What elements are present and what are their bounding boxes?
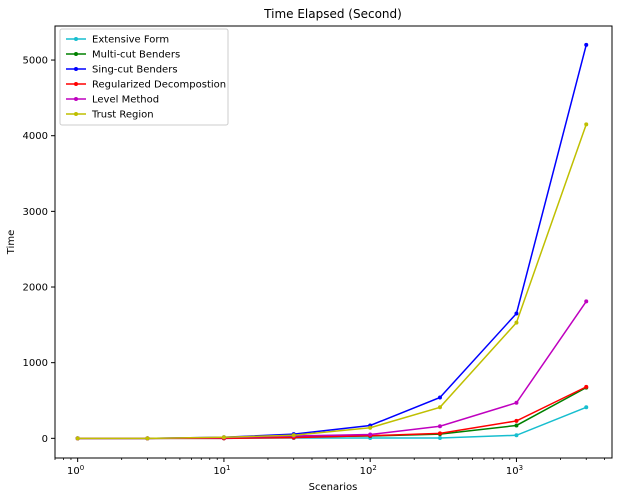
y-tick-label: 0 [42, 434, 48, 445]
data-point [584, 405, 589, 410]
legend-item: Trust Region [66, 110, 154, 121]
chart-title: Time Elapsed (Second) [263, 7, 402, 21]
data-point [514, 423, 519, 428]
y-tick-label: 5000 [23, 56, 48, 67]
legend-label: Regularized Decompostion [92, 80, 226, 91]
legend-label: Trust Region [91, 110, 154, 121]
legend-marker [74, 37, 78, 41]
series-line [77, 124, 587, 440]
data-point [291, 433, 296, 438]
data-point [584, 384, 589, 389]
plot-frame [54, 25, 613, 459]
data-point [437, 395, 442, 400]
legend-box [59, 28, 229, 126]
legend-label: Sing-cut Benders [92, 65, 178, 76]
series-line [77, 300, 587, 440]
x-tick-label: 101 [213, 464, 230, 477]
legend-label: Level Method [92, 95, 159, 106]
data-point [437, 435, 442, 440]
legend-label: Extensive Form [92, 35, 169, 46]
legend-marker [74, 52, 78, 56]
data-point [75, 436, 80, 441]
series-trust-region [75, 122, 589, 441]
data-point [221, 435, 226, 440]
data-point [514, 418, 519, 423]
data-point [437, 405, 442, 410]
data-point [584, 42, 589, 47]
legend-marker [74, 97, 78, 101]
data-point [514, 320, 519, 325]
x-axis-title: Scenarios [309, 482, 358, 493]
legend-label: Multi-cut Benders [92, 50, 180, 61]
y-tick-label: 3000 [23, 207, 48, 218]
data-point [437, 431, 442, 436]
y-tick-label: 2000 [23, 283, 48, 294]
y-axis-title: Time [6, 230, 17, 255]
legend-item: Sing-cut Benders [66, 65, 178, 76]
y-tick-label: 4000 [23, 131, 48, 142]
data-point [368, 425, 373, 430]
data-point [584, 122, 589, 127]
legend-item: Multi-cut Benders [66, 50, 180, 61]
legend-marker [74, 67, 78, 71]
legend-marker [74, 112, 78, 116]
legend-item: Level Method [66, 95, 159, 106]
series-line [77, 406, 587, 440]
legend: Extensive Form Multi-cut Benders Sing-cut … [59, 28, 229, 126]
data-point [514, 311, 519, 316]
series-line [77, 386, 587, 440]
x-tick-label: 102 [360, 464, 377, 477]
data-point [514, 400, 519, 405]
data-point [437, 424, 442, 429]
legend-item: Regularized Decompostion [66, 80, 226, 91]
y-tick-label: 1000 [23, 358, 48, 369]
legend-marker [74, 82, 78, 86]
x-tick-label: 100 [67, 464, 84, 477]
x-tick-label: 103 [506, 464, 523, 477]
series-line [77, 386, 587, 440]
data-point [368, 432, 373, 437]
series-level-method [75, 299, 589, 441]
legend-item: Extensive Form [66, 35, 169, 46]
data-point [514, 433, 519, 438]
data-point [584, 299, 589, 304]
data-point [145, 436, 150, 441]
plot-area: 0 1000 2000 3000 4000 5000 100 101 102 103 Extensi… [23, 25, 613, 477]
